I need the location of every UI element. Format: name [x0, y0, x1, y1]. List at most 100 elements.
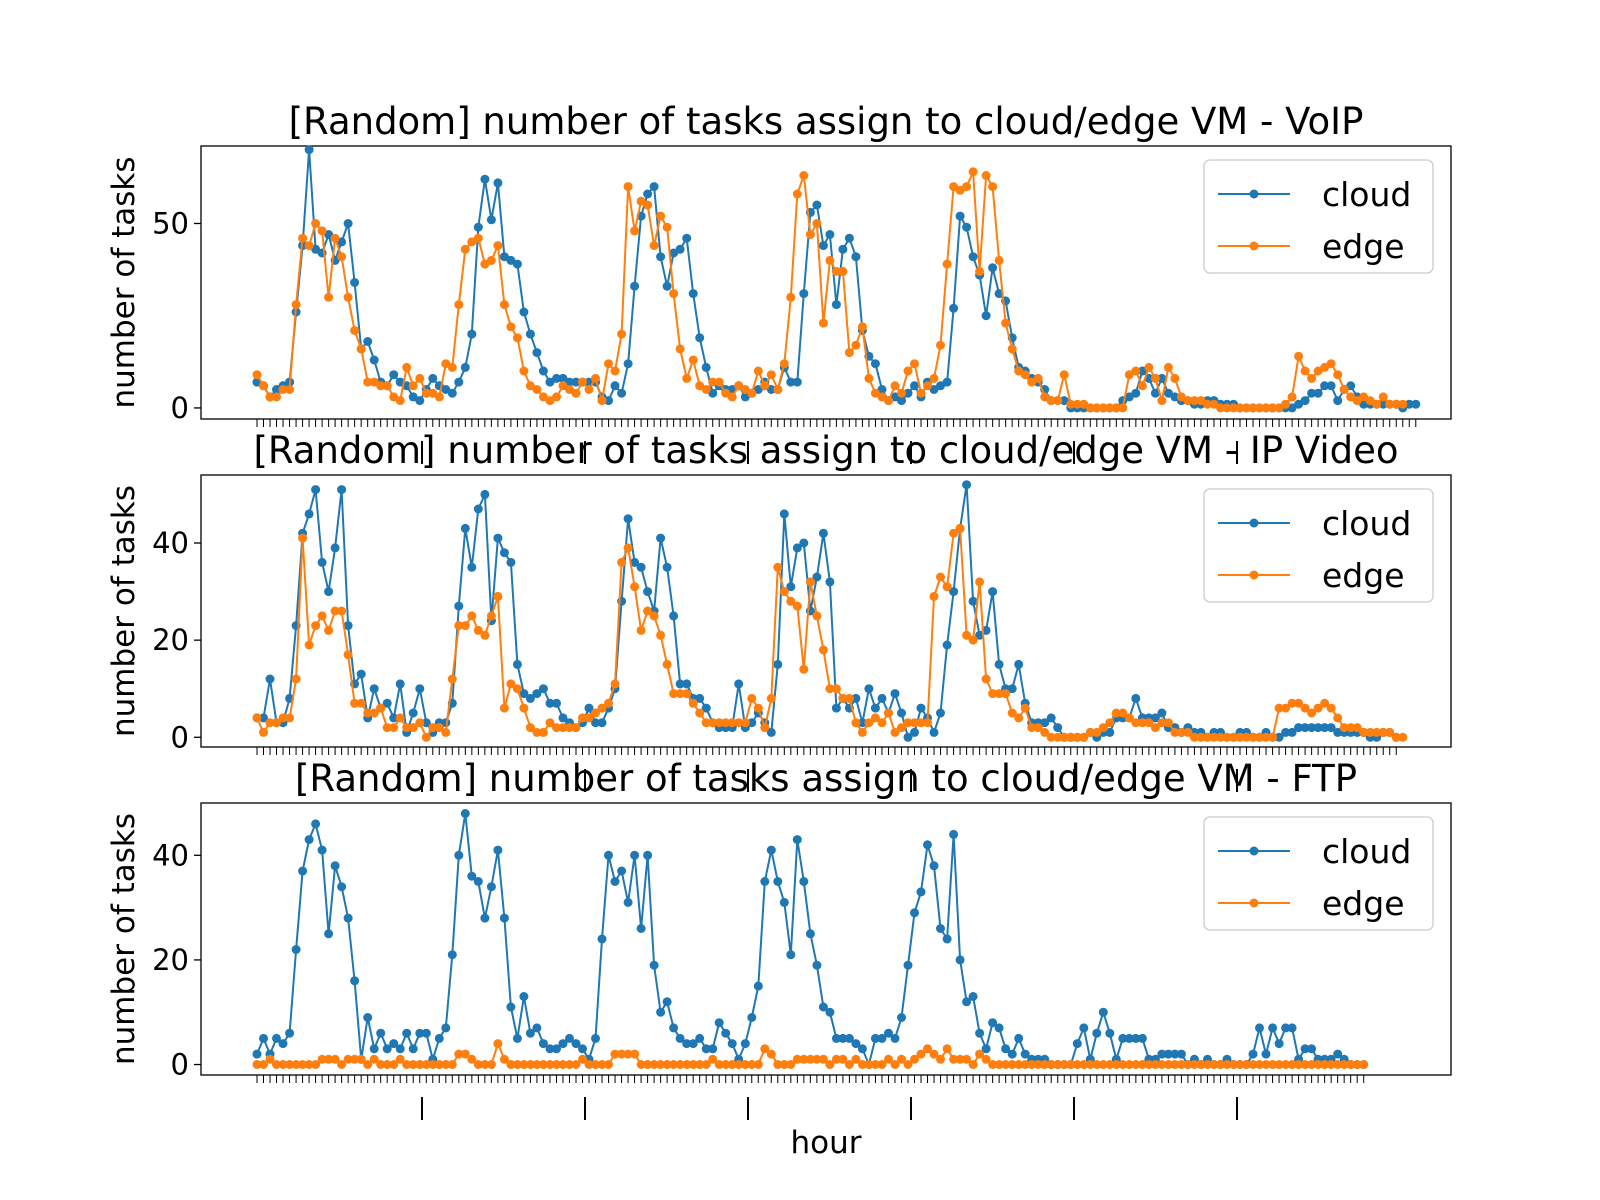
data-point [525, 1060, 535, 1069]
data-point [1196, 1060, 1206, 1069]
data-point [1170, 373, 1180, 383]
data-point [382, 1044, 392, 1054]
data-point [870, 388, 880, 398]
data-point [936, 340, 945, 350]
data-point [630, 281, 640, 291]
data-point [1137, 1060, 1147, 1069]
data-point [1053, 1060, 1063, 1069]
data-point [447, 950, 457, 960]
data-point [493, 591, 503, 601]
data-point [512, 1033, 522, 1043]
data-point [877, 1060, 887, 1069]
data-point [988, 689, 998, 699]
data-point [538, 684, 548, 694]
data-point [434, 1060, 444, 1069]
data-point [1255, 1060, 1264, 1069]
data-point [1307, 388, 1317, 398]
data-point [597, 934, 607, 944]
data-point [1066, 399, 1076, 409]
data-point [1105, 727, 1115, 737]
data-point [545, 1044, 555, 1054]
data-point [304, 835, 314, 845]
data-point [636, 924, 646, 933]
data-point [968, 167, 978, 177]
data-point [636, 625, 646, 635]
data-point [1053, 732, 1063, 742]
data-point [1248, 732, 1258, 742]
data-point [1072, 399, 1082, 409]
data-point [532, 689, 542, 699]
data-point [486, 611, 496, 621]
data-point [1014, 713, 1024, 723]
data-point [708, 377, 718, 387]
data-point [897, 396, 906, 406]
data-point [779, 509, 789, 519]
data-point [415, 396, 425, 406]
data-point [955, 1054, 965, 1064]
data-point [480, 913, 490, 923]
data-point [727, 392, 737, 402]
legend-marker-cloud [1249, 189, 1259, 199]
data-point [903, 388, 913, 398]
y-tick-label: 20 [152, 623, 189, 657]
data-point [643, 606, 653, 616]
data-point [760, 381, 770, 391]
data-point [369, 1044, 379, 1054]
data-point [630, 582, 640, 592]
data-point [532, 385, 542, 394]
data-point [460, 523, 470, 533]
data-point [1157, 373, 1167, 383]
data-point [942, 934, 952, 944]
data-point [1255, 732, 1264, 742]
data-point [558, 713, 568, 723]
data-point [415, 1060, 425, 1069]
data-point [304, 1060, 314, 1069]
data-point [571, 1039, 581, 1049]
data-point [831, 1054, 841, 1064]
y-tick-label: 0 [171, 1048, 189, 1082]
data-point [617, 329, 627, 339]
data-point [1027, 1060, 1037, 1069]
data-point [330, 233, 340, 243]
data-point [512, 684, 522, 694]
data-point [656, 211, 666, 221]
data-point [942, 640, 952, 650]
data-point [1189, 732, 1199, 742]
data-point [812, 1054, 822, 1064]
data-point [1131, 1033, 1141, 1043]
data-point [447, 1060, 457, 1069]
data-point [421, 732, 431, 742]
data-point [1033, 373, 1043, 383]
data-point [1150, 723, 1160, 733]
data-point [994, 659, 1004, 669]
data-point [773, 659, 783, 669]
data-point [968, 1060, 978, 1069]
data-point [604, 359, 613, 369]
data-point [734, 381, 744, 391]
data-point [1137, 1033, 1147, 1043]
data-point [649, 611, 659, 621]
data-point [376, 703, 386, 713]
data-point [1320, 1060, 1330, 1069]
data-point [714, 377, 724, 387]
data-point [408, 723, 418, 733]
data-point [1274, 732, 1284, 742]
data-point [831, 300, 841, 310]
data-point [1020, 370, 1030, 380]
data-point [252, 1049, 262, 1059]
data-point [578, 713, 587, 723]
data-point [949, 303, 959, 313]
data-point [844, 233, 854, 243]
data-point [1131, 1060, 1141, 1069]
data-point [1203, 1060, 1212, 1069]
data-point [525, 1028, 535, 1038]
data-point [285, 385, 295, 394]
data-point [656, 252, 666, 262]
data-point [363, 337, 373, 346]
legend: cloud edge [1203, 488, 1434, 603]
data-point [265, 718, 275, 728]
data-point [1248, 1049, 1258, 1059]
data-point [988, 1018, 998, 1028]
data-point [1092, 1060, 1102, 1069]
data-point [649, 241, 659, 251]
